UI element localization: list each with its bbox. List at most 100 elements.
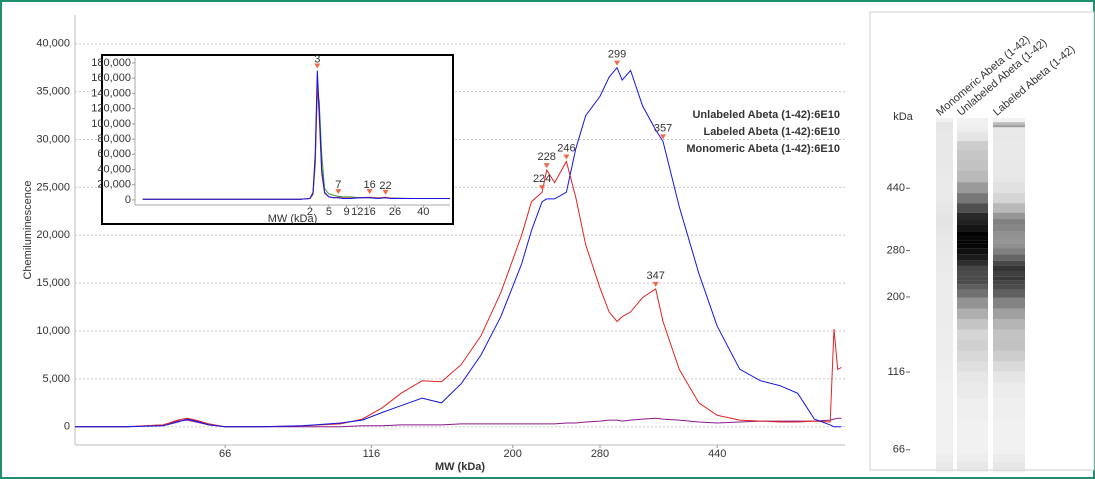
gel-band xyxy=(993,361,1025,372)
gel-band xyxy=(957,231,988,237)
gel-band xyxy=(936,237,953,241)
legend-entry: Labeled Abeta (1-42):6E10 xyxy=(703,126,840,138)
gel-band xyxy=(936,240,953,244)
gel-band xyxy=(957,308,988,320)
gel-band xyxy=(936,272,953,277)
gel-band xyxy=(993,132,1025,141)
gel-band xyxy=(957,160,988,171)
gel-band xyxy=(936,398,953,419)
gel-band xyxy=(993,329,1025,340)
gel-band xyxy=(936,203,953,213)
gel-band xyxy=(957,170,988,183)
gel-band xyxy=(957,248,988,255)
inset-frame xyxy=(101,54,454,225)
gel-band xyxy=(993,203,1025,213)
y-axis-title: Chemiluminescence xyxy=(22,180,34,279)
y-tick-label: 20,000 xyxy=(97,179,131,191)
y-tick-label: 80,000 xyxy=(97,133,131,145)
gel-band xyxy=(993,398,1025,419)
peak-label: 246 xyxy=(557,142,575,154)
gel-band xyxy=(957,329,988,340)
y-tick-label: 160,000 xyxy=(91,72,131,84)
legend-entry: Monomeric Abeta (1-42):6E10 xyxy=(686,143,840,155)
y-tick-label: 120,000 xyxy=(91,103,131,115)
peak-marker xyxy=(614,60,621,66)
x-tick-label: 40 xyxy=(417,206,429,218)
gel-band xyxy=(936,440,953,454)
gel-band xyxy=(957,123,988,125)
peak-marker xyxy=(660,134,667,140)
gel-band xyxy=(957,193,988,204)
gel-band xyxy=(993,170,1025,183)
gel-band xyxy=(957,462,988,468)
gel-band xyxy=(993,454,1025,462)
gel-band xyxy=(936,284,953,289)
gel-band xyxy=(957,127,988,132)
gel-band xyxy=(936,171,953,183)
gel-band xyxy=(936,182,953,193)
gel-band xyxy=(993,160,1025,171)
peak-label: 22 xyxy=(379,180,391,192)
peak-label: 228 xyxy=(538,151,556,163)
gel-band xyxy=(957,350,988,362)
gel-band xyxy=(993,371,1025,383)
gel-band xyxy=(936,248,953,254)
y-tick-label: 15,000 xyxy=(36,277,70,289)
gel-band xyxy=(936,298,953,309)
gel-band xyxy=(957,319,988,330)
gel-band xyxy=(936,419,953,440)
peak-label: 3 xyxy=(314,53,320,65)
peak-marker xyxy=(382,189,389,195)
gel-tick-label: 440 xyxy=(887,182,905,194)
y-tick-label: 35,000 xyxy=(36,86,70,98)
gel-band xyxy=(957,243,988,249)
y-tick-label: 140,000 xyxy=(91,87,131,99)
series-line xyxy=(75,66,842,428)
gel-band xyxy=(993,319,1025,330)
gel-band xyxy=(993,461,1025,468)
gel-band xyxy=(993,125,1025,128)
gel-band xyxy=(993,224,1025,232)
gel-band xyxy=(957,254,988,261)
gel-band xyxy=(957,141,988,151)
x-axis-title: MW (kDa) xyxy=(435,461,485,473)
peak-marker xyxy=(539,185,546,191)
gel-band xyxy=(993,265,1025,272)
gel-tick-label: 200 xyxy=(887,291,905,303)
gel-band xyxy=(936,219,953,225)
legend-entry: Unlabeled Abeta (1-42):6E10 xyxy=(692,109,840,121)
gel-band xyxy=(993,254,1025,261)
y-tick-label: 10,000 xyxy=(36,325,70,337)
gel-band xyxy=(936,224,953,232)
y-tick-label: 40,000 xyxy=(97,163,131,175)
gel-band xyxy=(957,122,988,123)
gel-band xyxy=(936,277,953,280)
peak-marker xyxy=(652,281,659,287)
gel-band xyxy=(936,231,953,237)
y-tick-label: 180,000 xyxy=(91,57,131,69)
x-tick-label: 26 xyxy=(389,206,401,218)
gel-band xyxy=(993,308,1025,320)
gel-band xyxy=(957,265,988,272)
gel-band xyxy=(993,231,1025,237)
gel-band xyxy=(936,340,953,351)
y-tick-label: 100,000 xyxy=(91,118,131,130)
gel-band xyxy=(936,150,953,160)
gel-band xyxy=(993,150,1025,160)
gel-band xyxy=(957,236,988,241)
gel-band xyxy=(957,125,988,127)
gel-band xyxy=(936,280,953,284)
gel-band xyxy=(957,371,988,383)
gel-band xyxy=(957,284,988,290)
x-tick-label: 280 xyxy=(591,448,609,460)
gel-band xyxy=(957,297,988,309)
gel-band xyxy=(936,132,953,141)
gel-band xyxy=(993,339,1025,351)
gel-band xyxy=(993,219,1025,225)
peak-label: 299 xyxy=(608,49,626,61)
gel-band xyxy=(993,240,1025,244)
gel-band xyxy=(993,383,1025,399)
gel-band xyxy=(936,309,953,320)
gel-band xyxy=(993,467,1025,473)
gel-band xyxy=(957,280,988,285)
